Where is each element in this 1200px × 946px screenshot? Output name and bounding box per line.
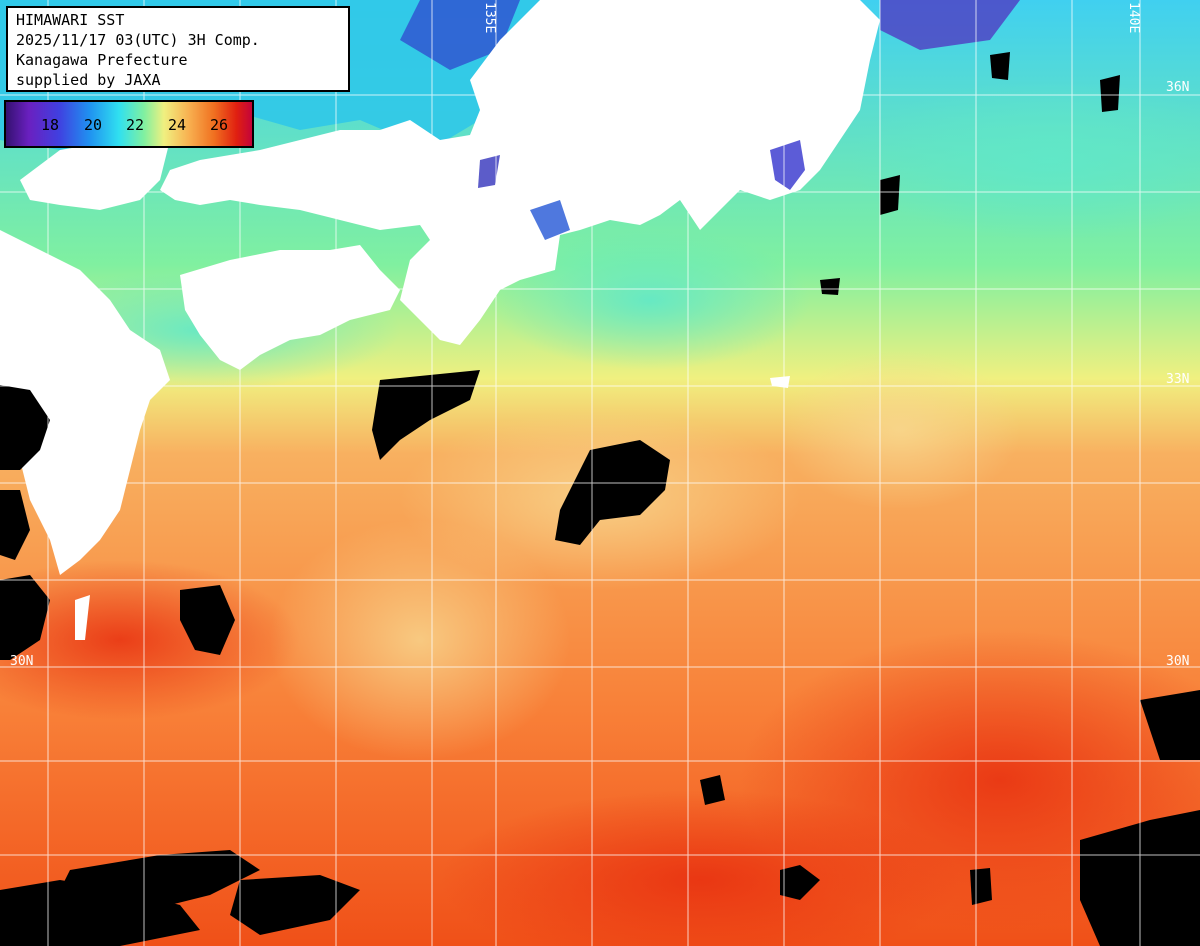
title-line: HIMAWARI SST <box>16 11 125 29</box>
source-line: supplied by JAXA <box>16 71 161 89</box>
lat-label-33-left: 33 <box>10 372 26 387</box>
lat-label-30n-left: 30N <box>10 654 34 669</box>
lon-label-140e: 140E <box>1126 2 1141 34</box>
lat-label-30n-right: 30N <box>1166 654 1190 669</box>
lat-label-36n: 36N <box>1166 80 1190 95</box>
date-line: 2025/11/17 03(UTC) 3H Comp. <box>16 31 260 49</box>
legend-color-bar <box>4 100 254 148</box>
info-box: HIMAWARI SST 2025/11/17 03(UTC) 3H Comp.… <box>6 6 350 92</box>
temperature-legend: 18 20 22 24 26 <box>4 100 254 148</box>
legend-label-18: 18 <box>40 116 60 134</box>
publisher-line: Kanagawa Prefecture <box>16 51 188 69</box>
legend-label-20: 20 <box>83 116 103 134</box>
legend-label-22: 22 <box>125 116 145 134</box>
lon-label-135e: 135E <box>482 2 497 34</box>
legend-label-26: 26 <box>209 116 229 134</box>
lat-label-33n: 33N <box>1166 372 1190 387</box>
legend-label-24: 24 <box>167 116 187 134</box>
cloud-cover <box>0 52 1200 946</box>
